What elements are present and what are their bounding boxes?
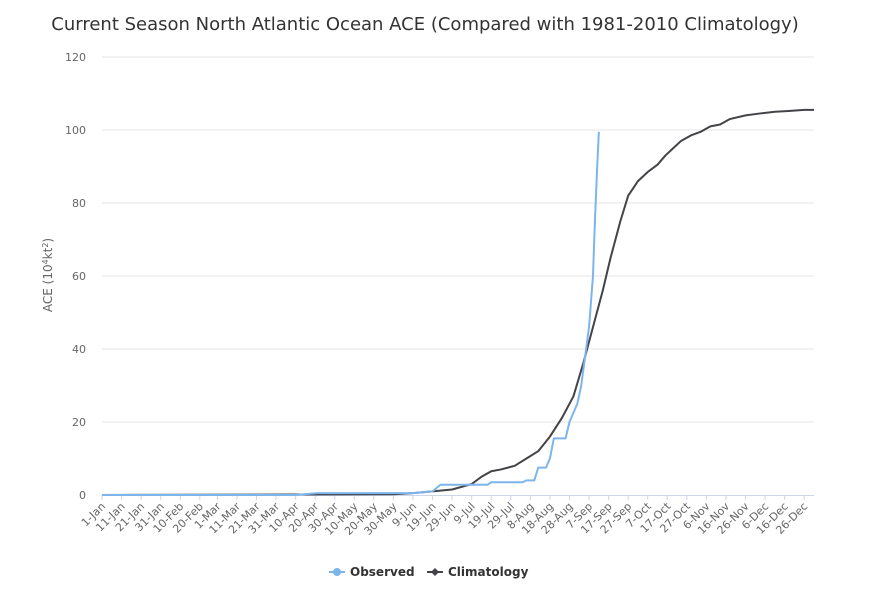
y-tick-label: 0	[79, 489, 86, 502]
y-tick-label: 20	[72, 416, 86, 429]
y-axis-label-superscript: 4	[41, 259, 50, 264]
y-tick-label: 60	[72, 270, 86, 283]
chart-title: Current Season North Atlantic Ocean ACE …	[51, 14, 798, 35]
y-axis-label-part: kt	[41, 247, 55, 259]
y-tick-label: 100	[65, 124, 86, 137]
series-line-climatology[interactable]	[101, 108, 814, 496]
legend-climatology-label: Climatology	[448, 565, 529, 579]
series-line-observed[interactable]	[102, 131, 600, 496]
y-axis-label-superscript: 2	[41, 243, 50, 248]
x-tick-labels: 1-Jan11-Jan21-Jan31-Jan10-Feb20-Feb1-Mar…	[79, 495, 810, 538]
legend-observed-marker-icon	[333, 568, 341, 576]
legend-observed-label: Observed	[350, 565, 415, 579]
y-grid-lines	[102, 56, 814, 423]
legend-item-observed[interactable]: Observed	[329, 565, 415, 579]
y-axis-label-part: ACE (10	[41, 264, 55, 312]
legend[interactable]: Observed Climatology	[329, 565, 529, 579]
y-tick-label: 120	[65, 51, 86, 64]
y-axis-label: ACE (104kt2)	[41, 238, 56, 312]
legend-item-climatology[interactable]: Climatology	[427, 565, 529, 579]
legend-climatology-marker-icon	[431, 568, 439, 576]
series-lines	[101, 108, 814, 496]
y-tick-label: 80	[72, 197, 86, 210]
y-axis-label-part: )	[41, 238, 55, 243]
y-tick-label: 40	[72, 343, 86, 356]
y-tick-labels: 0 20 40 60 80 100 120	[65, 51, 86, 502]
